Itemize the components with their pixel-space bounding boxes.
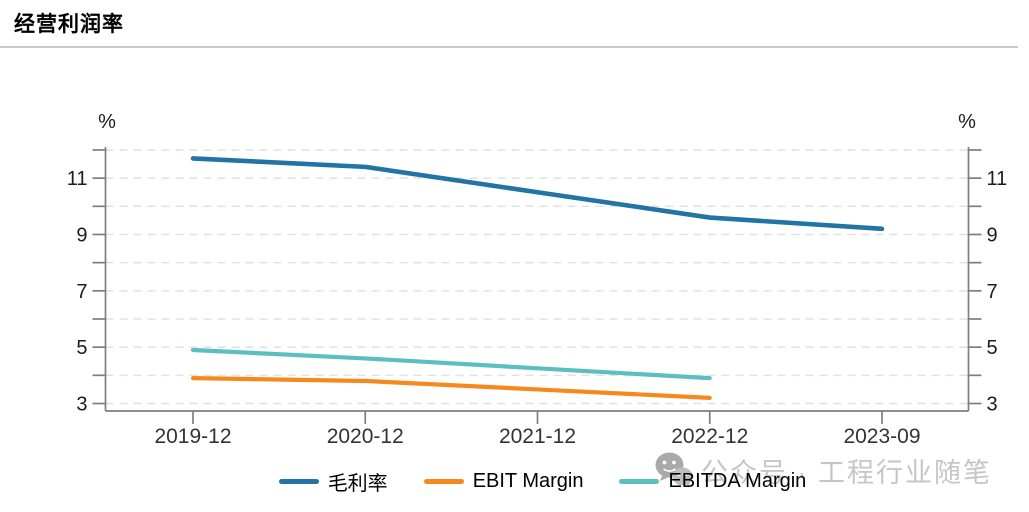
x-tick-label: 2023-09	[843, 425, 920, 448]
wechat-icon	[655, 452, 693, 488]
y-tick-label-right: 5	[987, 337, 998, 359]
legend-label: EBITDA Margin	[668, 470, 807, 492]
y-tick-label-left: 9	[76, 224, 87, 246]
y-axis-unit-left: %	[98, 111, 116, 133]
page-title: 经营利润率	[14, 13, 124, 36]
legend-swatch-ebit-margin	[423, 479, 464, 484]
series-line-3	[190, 347, 712, 381]
chart-legend: 毛利率 EBIT Margin EBITDA Margin	[0, 467, 1029, 496]
legend-label: EBIT Margin	[472, 470, 584, 492]
legend-item-ebit-margin[interactable]: EBIT Margin	[423, 467, 584, 496]
y-tick-label-right: 7	[987, 281, 998, 303]
y-tick-label-right: 3	[987, 394, 998, 416]
y-tick-label-left: 7	[76, 281, 87, 303]
x-tick-label: 2021-12	[499, 425, 576, 448]
legend-swatch-gross-margin	[278, 479, 319, 484]
title-divider	[0, 46, 1018, 48]
series-line-1	[190, 156, 885, 232]
watermark: 公众号 · 工程行业随笔	[654, 449, 992, 491]
y-tick-label-left: 5	[76, 337, 87, 359]
legend-item-gross-margin[interactable]: 毛利率	[278, 467, 388, 496]
legend-label: 毛利率	[327, 473, 388, 495]
x-tick-label: 2022-12	[671, 425, 748, 448]
series-line-2	[190, 376, 712, 400]
legend-item-ebitda-margin[interactable]: EBITDA Margin	[619, 467, 806, 496]
y-tick-label-right: 9	[987, 224, 998, 246]
y-tick-label-right: 11	[987, 168, 1008, 190]
watermark-text: 公众号 · 工程行业随笔	[701, 457, 992, 488]
y-tick-label-left: 3	[76, 394, 87, 416]
y-tick-label-left: 11	[67, 168, 88, 190]
legend-swatch-ebitda-margin	[619, 479, 660, 484]
y-axis-unit-right: %	[958, 111, 976, 133]
x-tick-label: 2019-12	[154, 425, 231, 448]
x-tick-label: 2020-12	[327, 425, 404, 448]
